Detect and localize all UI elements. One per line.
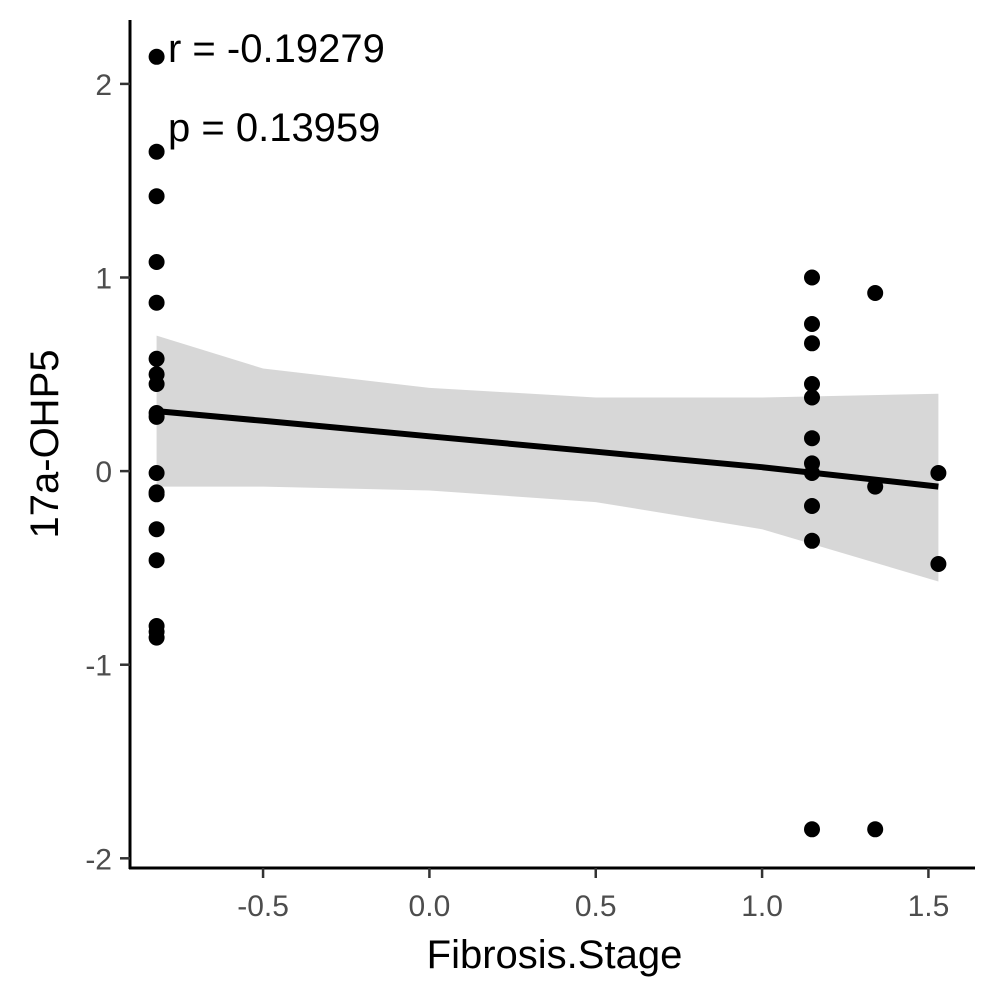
y-tick-label: 1 — [95, 262, 112, 295]
data-point — [148, 521, 165, 538]
data-point — [867, 285, 884, 301]
data-point — [148, 254, 165, 270]
x-tick-label: 1.0 — [741, 890, 783, 923]
y-tick-label: -2 — [85, 843, 112, 876]
data-point — [867, 478, 884, 495]
data-point — [148, 552, 165, 569]
data-point — [148, 143, 165, 160]
data-point — [804, 465, 820, 481]
data-point — [804, 316, 820, 332]
fit-line-layer — [156, 408, 939, 490]
y-tick-label: -1 — [85, 650, 112, 683]
x-tick-label: 0.0 — [409, 890, 451, 923]
data-point — [804, 498, 820, 514]
confidence-band-layer — [156, 335, 939, 582]
data-point — [804, 430, 820, 447]
data-point — [148, 376, 165, 392]
y-tick-label: 2 — [95, 69, 112, 102]
data-point — [804, 335, 820, 352]
data-point — [804, 269, 820, 286]
data-point — [930, 465, 947, 481]
data-point — [148, 408, 165, 425]
data-point — [148, 465, 165, 481]
correlation-r-annotation: r = -0.19279 — [168, 27, 385, 71]
data-point — [148, 350, 165, 367]
p-value-annotation: p = 0.13959 — [168, 106, 380, 150]
data-point — [930, 556, 947, 572]
x-tick-label: -0.5 — [237, 890, 289, 923]
x-axis-title: Fibrosis.Stage — [427, 933, 683, 977]
y-axis-title: 17a-OHP5 — [23, 350, 67, 539]
data-point — [804, 389, 820, 406]
data-point — [148, 294, 165, 311]
points-layer — [148, 48, 947, 838]
axes-layer: -0.5 0.0 0.5 1.0 1.5 -2 -1 0 1 2 Fibrosis.Stage 17a… — [23, 20, 975, 977]
data-point — [148, 48, 165, 65]
x-tick-label: 0.5 — [575, 890, 617, 923]
data-point — [148, 188, 165, 205]
y-tick-label: 0 — [95, 456, 112, 489]
x-tick-label: 1.5 — [908, 890, 950, 923]
regression-line — [156, 408, 939, 490]
confidence-band — [156, 335, 939, 582]
data-point — [804, 532, 820, 549]
data-point — [148, 629, 165, 646]
annotations-layer: r = -0.19279 p = 0.13959 — [168, 27, 385, 150]
data-point — [148, 486, 165, 503]
data-point — [867, 821, 884, 838]
data-point — [804, 376, 820, 392]
data-point — [804, 821, 820, 838]
